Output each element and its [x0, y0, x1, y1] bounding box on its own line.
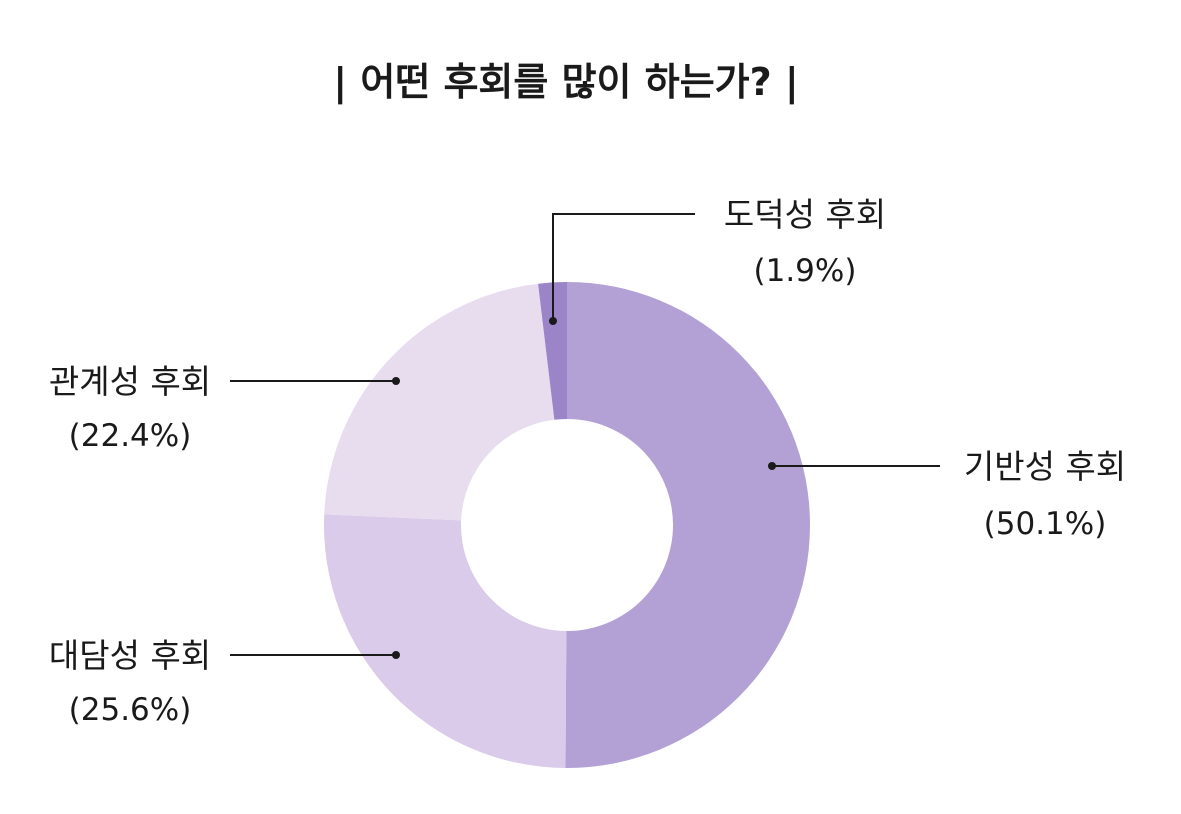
slice-4	[538, 282, 567, 420]
slice-label-2: 대담성 후회	[49, 636, 211, 675]
chart-title: | 어떤 후회를 많이 하는가? |	[333, 60, 799, 105]
slice-percent-2: (25.6%)	[69, 692, 192, 728]
slice-1	[565, 282, 811, 769]
slice-percent-3: (22.4%)	[69, 418, 192, 454]
slice-2	[323, 514, 567, 768]
leader-dot-4	[549, 317, 557, 325]
slices-group	[323, 282, 811, 769]
slice-label-4: 도덕성 후회	[724, 195, 886, 234]
slice-label-1: 기반성 후회	[964, 447, 1126, 486]
leader-dot-3	[392, 377, 400, 385]
leader-line-4	[552, 213, 695, 321]
leader-dot-2	[392, 651, 400, 659]
slice-3	[324, 283, 555, 521]
slice-percent-4: (1.9%)	[754, 253, 857, 289]
slice-label-3: 관계성 후회	[49, 362, 211, 401]
slice-percent-1: (50.1%)	[984, 506, 1107, 542]
leader-dot-1	[768, 462, 776, 470]
labels-group: 기반성 후회 (50.1%) 대담성 후회 (25.6%) 관계성 후회 (22.4%) 도…	[49, 195, 1126, 728]
